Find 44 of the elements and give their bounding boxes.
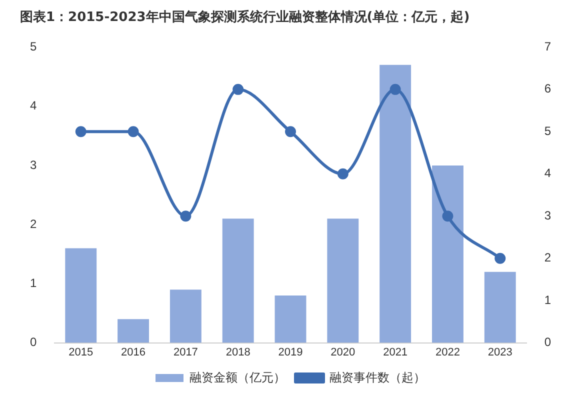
- point: [75, 126, 86, 138]
- point: [128, 126, 139, 138]
- x-tick-label: 2015: [68, 346, 94, 358]
- x-tick-label: 2018: [226, 346, 250, 358]
- x-tick-label: 2022: [435, 346, 460, 358]
- y2-tick-label: 1: [544, 292, 552, 307]
- y-tick-label: 0: [30, 335, 37, 350]
- bar: [432, 165, 464, 343]
- x-tick-label: 2021: [383, 346, 408, 358]
- y2-tick-label: 0: [544, 335, 552, 350]
- y2-tick-label: 7: [544, 40, 552, 54]
- point: [232, 84, 244, 95]
- point: [494, 252, 506, 264]
- y2-tick-label: 5: [544, 124, 552, 138]
- bar: [274, 296, 306, 343]
- point: [180, 210, 192, 222]
- bar: [380, 64, 412, 343]
- point: [337, 168, 348, 180]
- x-tick-label: 2023: [488, 346, 512, 358]
- x-tick-label: 2020: [330, 346, 356, 358]
- y-tick-label: 3: [30, 158, 37, 172]
- x-tick-label: 2017: [173, 346, 198, 358]
- point: [390, 84, 401, 95]
- y2-tick-label: 3: [544, 208, 552, 222]
- chart-title: 图表1：2015-2023年中国气象探测系统行业融资整体情况(单位：亿元，起): [19, 8, 471, 27]
- bar: [170, 290, 202, 343]
- x-tick-label: 2019: [278, 346, 303, 358]
- legend-label: 融资金额（亿元）: [190, 370, 286, 384]
- y2-tick-label: 4: [544, 166, 552, 180]
- y-tick-label: 1: [30, 276, 37, 290]
- point: [285, 126, 296, 138]
- bar: [118, 319, 150, 343]
- bar: [222, 218, 254, 343]
- bar: [327, 218, 359, 343]
- point: [442, 210, 454, 222]
- bar: [484, 272, 516, 343]
- y-tick-label: 5: [30, 40, 37, 54]
- y2-tick-label: 6: [544, 82, 552, 96]
- legend-label: 融资事件数（起）: [330, 370, 426, 384]
- y-tick-label: 4: [30, 98, 37, 113]
- y2-tick-label: 2: [544, 250, 552, 265]
- x-tick-label: 2016: [121, 346, 146, 358]
- bar: [65, 248, 97, 343]
- y-tick-label: 2: [30, 216, 37, 231]
